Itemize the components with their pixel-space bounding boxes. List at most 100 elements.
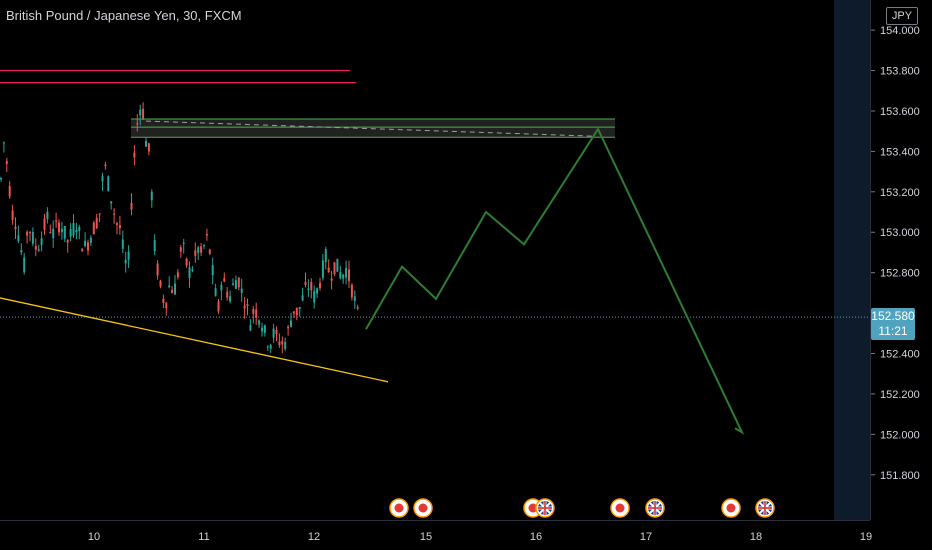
candle-body [60, 228, 63, 233]
candle-body [240, 288, 243, 293]
candle-body [229, 296, 232, 302]
candle-body [292, 311, 295, 314]
time-tick-label: 17 [640, 531, 652, 543]
candle-body [153, 240, 156, 252]
candle-body [107, 176, 110, 191]
economic-event-icon[interactable] [413, 498, 433, 518]
candle-body [104, 164, 107, 166]
candle-body [182, 242, 185, 244]
bar-countdown: 11:21 [878, 324, 908, 338]
economic-event-icon[interactable] [610, 498, 630, 518]
candle-body [272, 328, 275, 338]
price-tick-label: 153.600 [880, 106, 920, 118]
price-tick-label: 152.200 [880, 389, 920, 401]
candle-body [92, 222, 95, 235]
candles [0, 102, 359, 354]
candle-body [324, 249, 327, 262]
candle-body [333, 262, 336, 275]
candle-body [124, 259, 127, 264]
candle-body [176, 272, 179, 278]
candle-body [220, 284, 223, 291]
candle-body [121, 239, 124, 249]
candle-body [139, 109, 142, 116]
price-tick-label: 153.800 [880, 66, 920, 78]
candle-body [345, 267, 348, 278]
candle-body [66, 240, 69, 243]
candle-body [75, 229, 78, 233]
economic-event-icon[interactable] [389, 498, 409, 518]
time-tick-label: 16 [530, 531, 542, 543]
candle-body [278, 341, 281, 346]
supply-zone [131, 119, 615, 138]
future-session-shade [834, 0, 870, 520]
candle-body [301, 295, 304, 301]
zone-dashed-line [145, 120, 596, 137]
candle-body [165, 302, 168, 309]
candle-body [281, 341, 284, 345]
candle-body [211, 265, 214, 276]
candle-body [287, 326, 290, 329]
candle-body [203, 245, 205, 247]
economic-event-icon[interactable] [721, 498, 741, 518]
candle-body [342, 274, 345, 279]
time-axis: 10 11 12 15 16 17 18 19 [88, 531, 872, 543]
price-tick-label: 153.000 [880, 227, 920, 239]
candle-body [72, 223, 75, 236]
price-tick-label: 153.200 [880, 187, 920, 199]
candle-body [179, 247, 182, 252]
candle-body [275, 330, 278, 334]
candle-body [214, 288, 217, 296]
candle-body [205, 234, 208, 236]
candle-body [49, 232, 52, 233]
support-trendline [0, 297, 389, 383]
candle-body [133, 152, 136, 158]
price-axis: 154.000 153.800 153.600 153.400 153.200 153.0… [871, 25, 920, 482]
candle-body [266, 346, 269, 348]
candle-body [34, 245, 37, 250]
uk-flag-event-icon[interactable] [645, 498, 665, 518]
candle-body [237, 277, 240, 288]
candle-body [101, 176, 104, 182]
candle-body [298, 307, 301, 309]
candle-body [252, 309, 255, 314]
candle-body [261, 327, 263, 332]
candle-body [159, 280, 162, 287]
candle-body [0, 178, 2, 180]
candle-body [263, 325, 266, 333]
candle-body [255, 309, 258, 318]
price-tick-label: 153.400 [880, 146, 920, 158]
candle-body [194, 250, 197, 256]
economic-events [389, 498, 775, 518]
candle-body [78, 227, 81, 231]
candle-body [217, 301, 220, 312]
candle-body [232, 283, 234, 285]
candle-body [37, 249, 40, 251]
candle-body [171, 289, 174, 294]
candle-body [162, 298, 165, 303]
candle-body [246, 304, 249, 306]
candle-body [43, 218, 46, 230]
price-tick-label: 154.000 [880, 25, 920, 37]
candle-body [150, 191, 153, 201]
candle-body [327, 267, 330, 272]
candle-body [313, 291, 316, 303]
candle-body [348, 269, 350, 282]
candle-body [11, 210, 14, 220]
candle-body [95, 218, 98, 228]
candle-body [69, 229, 72, 237]
candle-body [295, 307, 298, 316]
current-price-label: 152.580 11:21 [871, 308, 915, 340]
uk-flag-event-icon[interactable] [535, 498, 555, 518]
candle-body [197, 247, 200, 253]
candle-body [321, 260, 324, 278]
uk-flag-event-icon[interactable] [755, 498, 775, 518]
candle-body [174, 283, 176, 295]
currency-button[interactable]: JPY [886, 7, 918, 25]
candle-body [269, 344, 272, 349]
candle-body [46, 211, 49, 219]
candle-body [234, 280, 237, 289]
candle-body [130, 203, 133, 210]
candle-body [17, 235, 20, 242]
